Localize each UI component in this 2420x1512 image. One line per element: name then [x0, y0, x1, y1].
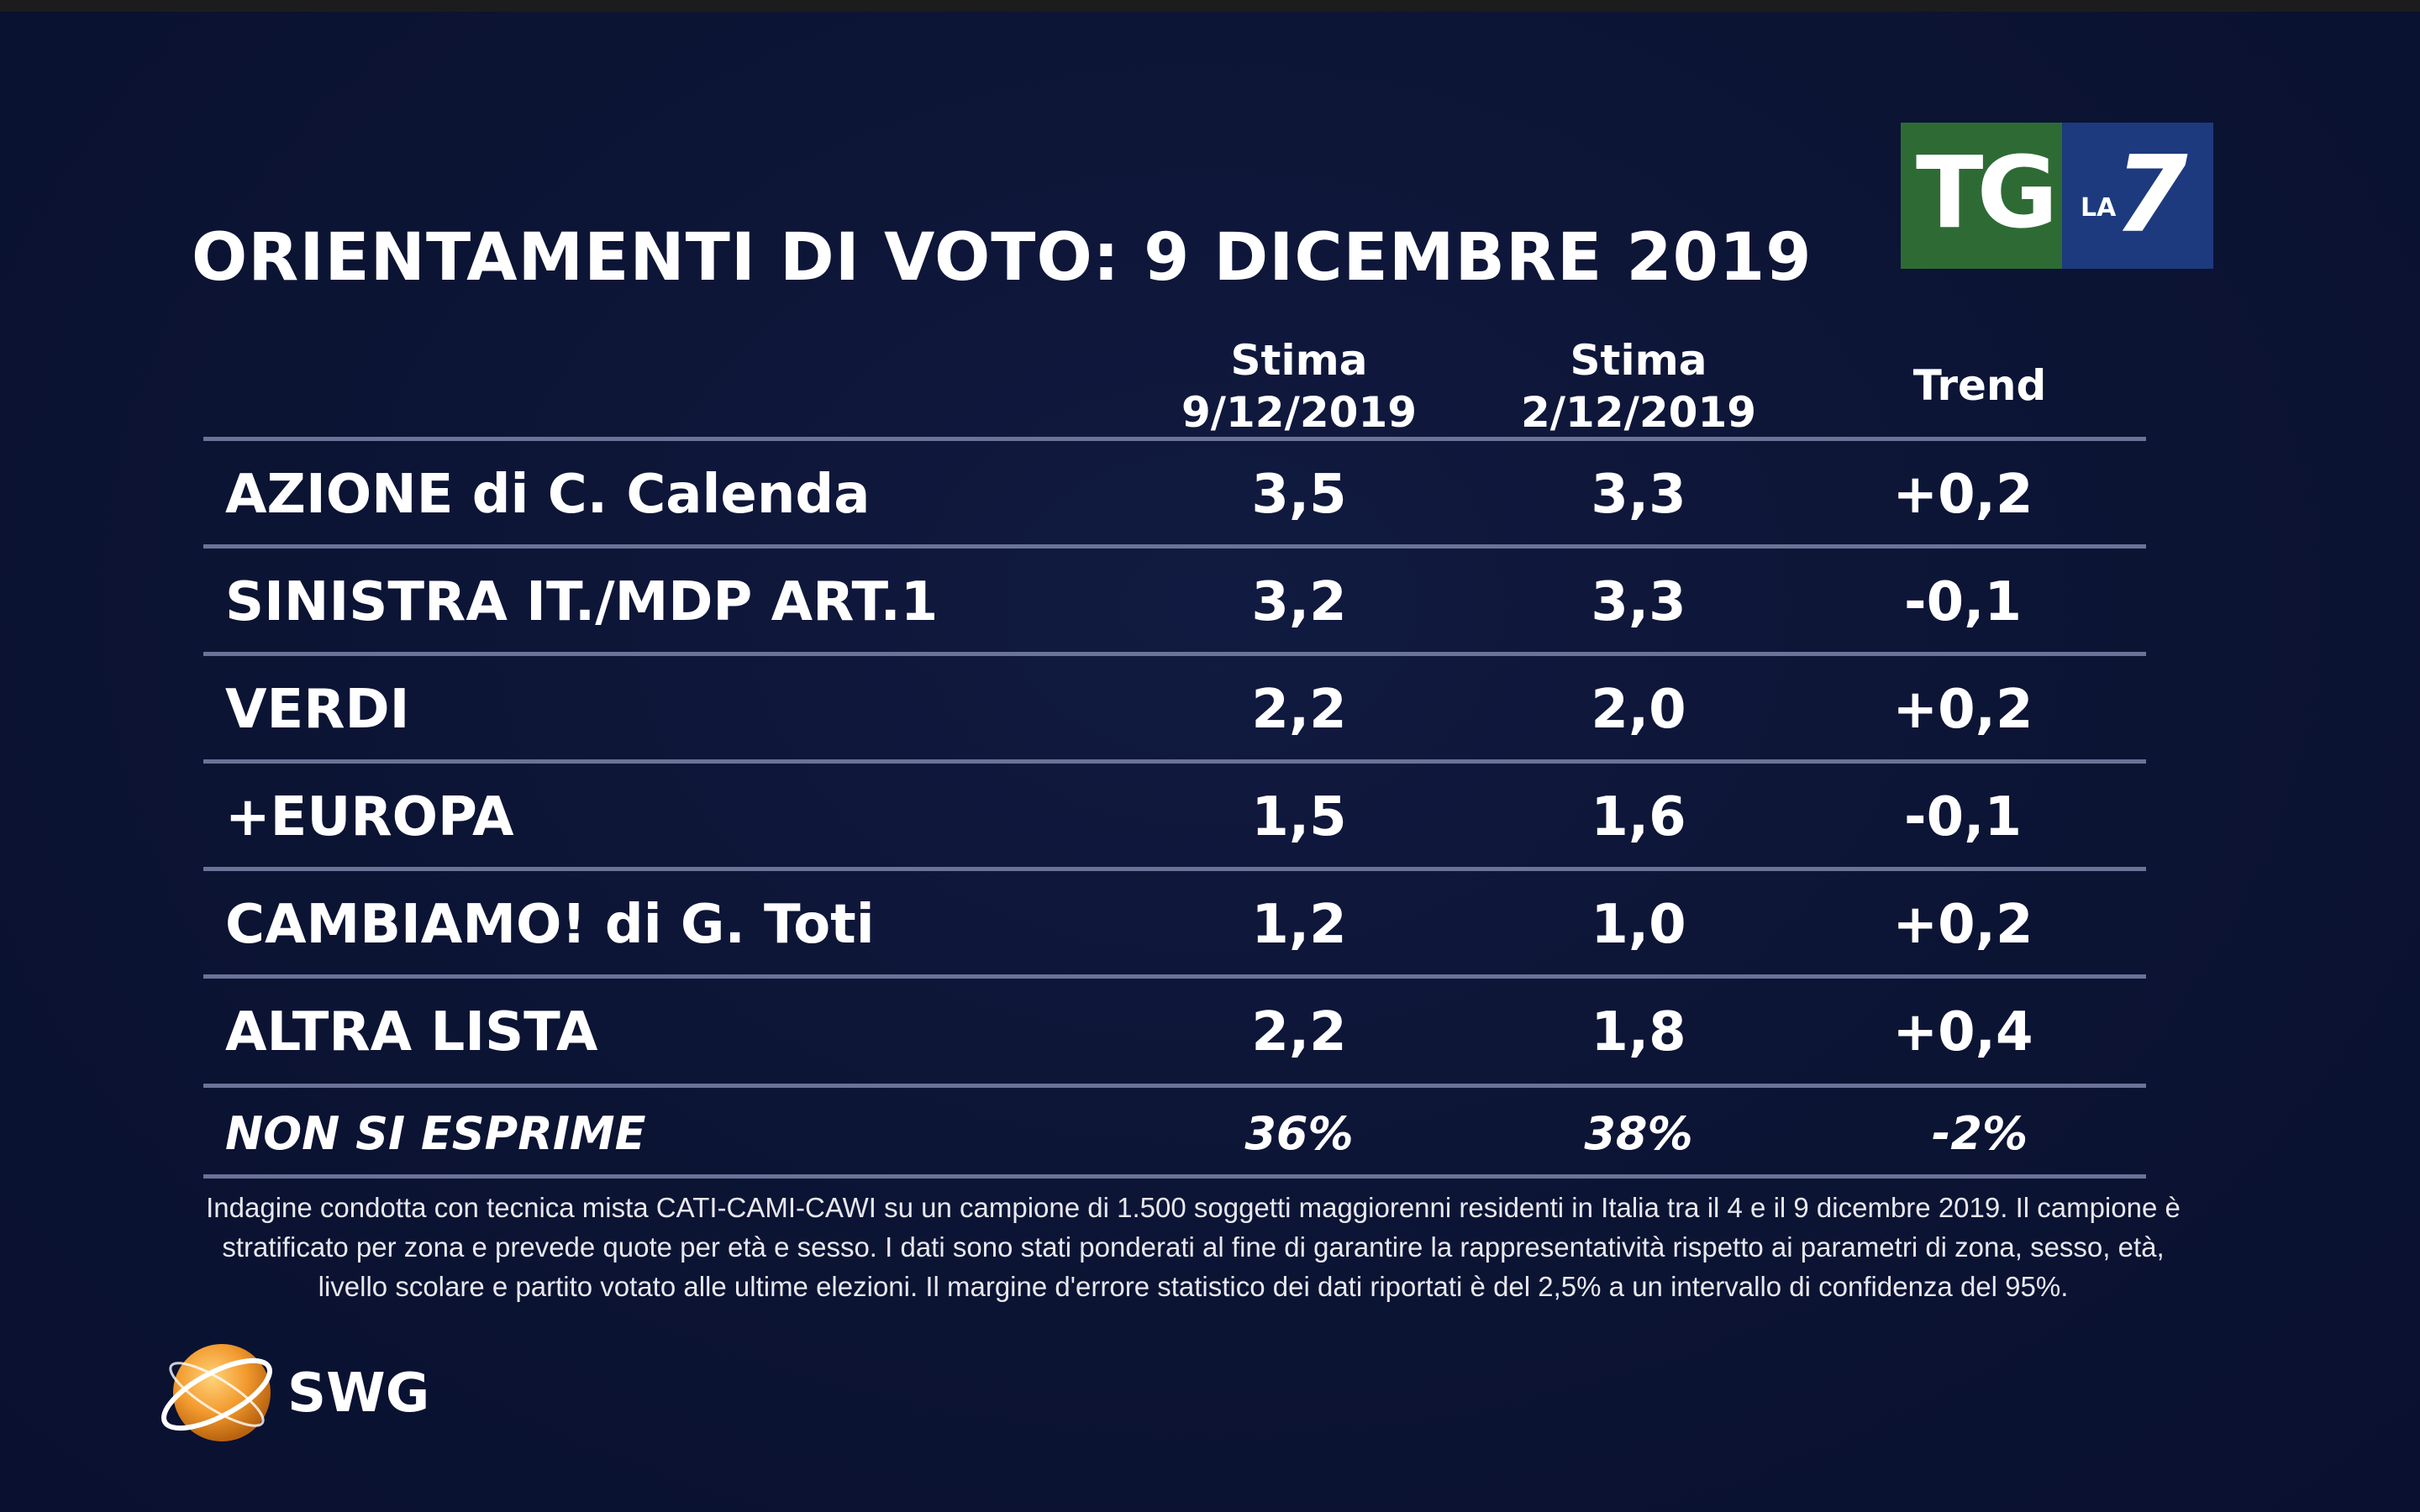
- trend-value: -2%: [1931, 1107, 2028, 1160]
- row-divider: [203, 544, 2146, 549]
- tg-la7-logo: TG LA 7: [1901, 123, 2213, 269]
- table-header-rule: [203, 437, 2146, 441]
- stima-2-12-value: 3,3: [1591, 571, 1686, 633]
- stima-9-12-value: 3,5: [1251, 464, 1347, 526]
- column-header-stima-2-12: Stima 2/12/2019: [1504, 334, 1773, 438]
- column-header-stima-9-12: Stima 9/12/2019: [1165, 334, 1434, 438]
- seven-logo-text: 7: [2114, 133, 2188, 256]
- party-label: +EUROPA: [225, 786, 514, 848]
- column-header-line1: Stima: [1570, 336, 1707, 385]
- row-divider: [203, 652, 2146, 656]
- stima-9-12-value: 1,2: [1251, 894, 1347, 956]
- party-label: SINISTRA IT./MDP ART.1: [225, 571, 939, 633]
- la-logo-text: LA: [2081, 193, 2117, 223]
- column-header-trend: Trend: [1845, 360, 2114, 412]
- trend-value: +0,2: [1892, 679, 2033, 741]
- column-header-line1: Stima: [1230, 336, 1368, 385]
- stima-2-12-value: 1,6: [1591, 786, 1686, 848]
- row-divider: [203, 974, 2146, 979]
- la7-logo-blue-block: [2062, 123, 2213, 269]
- orange-globe-icon: [160, 1344, 273, 1441]
- trend-value: -0,1: [1904, 786, 2022, 848]
- column-header-line2: 9/12/2019: [1181, 388, 1418, 437]
- party-label: VERDI: [225, 679, 410, 741]
- party-label: NON SI ESPRIME: [225, 1107, 646, 1160]
- stima-2-12-value: 1,0: [1591, 894, 1686, 956]
- stima-9-12-value: 3,2: [1251, 571, 1347, 633]
- swg-logo: SWG: [156, 1332, 442, 1458]
- party-label: AZIONE di C. Calenda: [225, 464, 871, 526]
- table-bottom-rule: [203, 1174, 2146, 1179]
- stima-2-12-value: 2,0: [1591, 679, 1686, 741]
- tg-logo-text: TG: [1916, 134, 2058, 250]
- row-divider: [203, 759, 2146, 764]
- footnote-line: Indagine condotta con tecnica mista CATI…: [206, 1192, 2181, 1223]
- row-divider: [203, 867, 2146, 871]
- trend-value: +0,2: [1892, 894, 2033, 956]
- footnote-line: livello scolare e partito votato alle ul…: [318, 1271, 2069, 1302]
- stima-9-12-value: 2,2: [1251, 1001, 1347, 1063]
- page-title: ORIENTAMENTI DI VOTO: 9 DICEMBRE 2019: [192, 220, 1812, 296]
- column-header-line1: Trend: [1912, 361, 2047, 410]
- stima-9-12-value: 2,2: [1251, 679, 1347, 741]
- stima-9-12-value: 36%: [1244, 1107, 1354, 1160]
- top-bar: [0, 0, 2420, 12]
- trend-value: +0,4: [1892, 1001, 2033, 1063]
- stima-2-12-value: 1,8: [1591, 1001, 1686, 1063]
- swg-logo-text: SWG: [287, 1362, 430, 1425]
- trend-value: -0,1: [1904, 571, 2022, 633]
- party-label: ALTRA LISTA: [225, 1001, 598, 1063]
- footnote-line: stratificato per zona e prevede quote pe…: [222, 1231, 2165, 1263]
- row-divider: [203, 1084, 2146, 1088]
- tg-logo-green-block: TG: [1901, 123, 2062, 269]
- methodology-footnote: Indagine condotta con tecnica mista CATI…: [193, 1188, 2193, 1306]
- party-label: CAMBIAMO! di G. Toti: [225, 894, 875, 956]
- trend-value: +0,2: [1892, 464, 2033, 526]
- stima-2-12-value: 38%: [1584, 1107, 1693, 1160]
- stima-2-12-value: 3,3: [1591, 464, 1686, 526]
- stima-9-12-value: 1,5: [1251, 786, 1347, 848]
- column-header-line2: 2/12/2019: [1520, 388, 1757, 437]
